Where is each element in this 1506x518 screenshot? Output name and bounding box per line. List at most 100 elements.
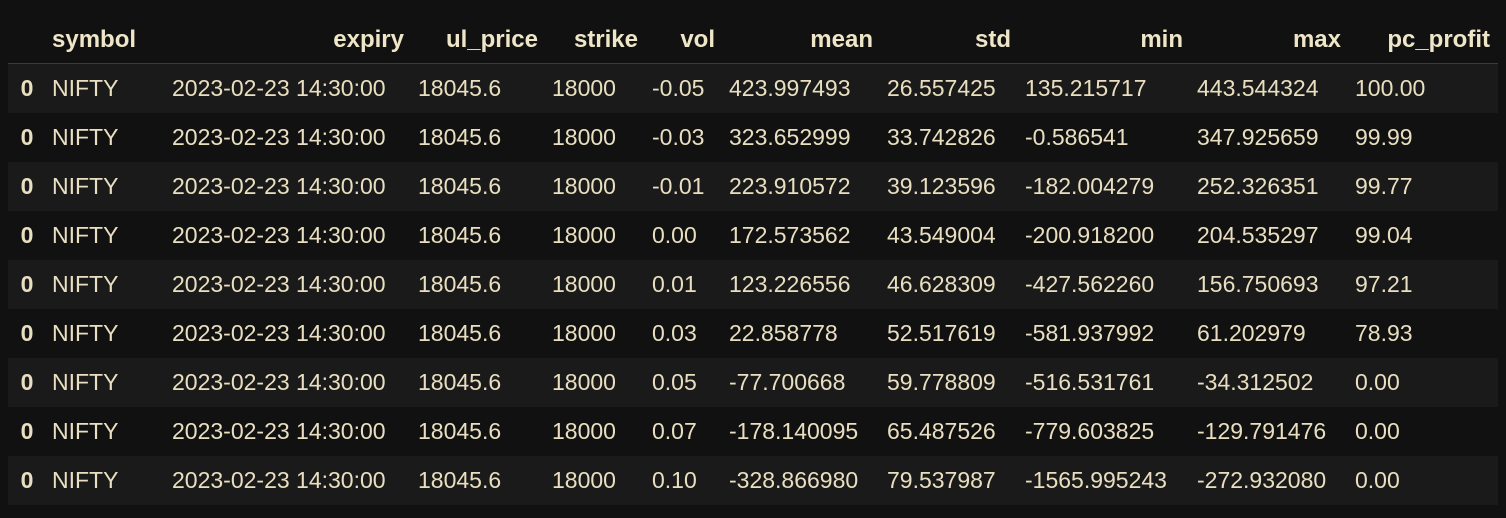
cell-max: 443.544324 (1197, 74, 1319, 101)
cell-std: 65.487526 (887, 417, 996, 444)
cell-symbol: NIFTY (52, 270, 119, 297)
row-index-cell: 0 (20, 319, 34, 346)
cell-min: -0.586541 (1025, 123, 1129, 150)
cell-ul-price: 18045.6 (418, 123, 502, 150)
cell-expiry: 2023-02-23 14:30:00 (172, 417, 386, 444)
cell-max: 61.202979 (1197, 319, 1306, 346)
cell-ul-price: 18045.6 (418, 368, 502, 395)
cell-max: -272.932080 (1197, 466, 1327, 493)
cell-vol: 0.01 (652, 270, 697, 297)
cell-expiry: 2023-02-23 14:30:00 (172, 172, 386, 199)
cell-max: -129.791476 (1197, 417, 1327, 444)
row-index-cell: 0 (20, 368, 34, 395)
cell-strike: 18000 (552, 466, 616, 493)
cell-vol: -0.05 (652, 74, 705, 101)
cell-expiry: 2023-02-23 14:30:00 (172, 74, 386, 101)
cell-pc-profit: 0.00 (1355, 417, 1400, 444)
cell-expiry: 2023-02-23 14:30:00 (172, 270, 386, 297)
cell-strike: 18000 (552, 368, 616, 395)
cell-ul-price: 18045.6 (418, 270, 502, 297)
table-row: 0 NIFTY 2023-02-23 14:30:00 18045.6 18000 -0.… (8, 63, 1498, 113)
cell-pc-profit: 78.93 (1355, 319, 1413, 346)
cell-expiry: 2023-02-23 14:30:00 (172, 221, 386, 248)
column-header-mean: mean (723, 17, 881, 64)
cell-mean: 172.573562 (729, 221, 851, 248)
cell-max: 347.925659 (1197, 123, 1319, 150)
cell-std: 26.557425 (887, 74, 996, 101)
cell-vol: 0.10 (652, 466, 697, 493)
cell-ul-price: 18045.6 (418, 172, 502, 199)
cell-pc-profit: 100.00 (1355, 74, 1426, 101)
cell-std: 43.549004 (887, 221, 996, 248)
cell-min: -581.937992 (1025, 319, 1155, 346)
cell-pc-profit: 0.00 (1355, 368, 1400, 395)
cell-min: 135.215717 (1025, 74, 1147, 101)
cell-symbol: NIFTY (52, 368, 119, 395)
row-index-cell: 0 (20, 74, 34, 101)
cell-symbol: NIFTY (52, 221, 119, 248)
column-header-expiry: expiry (166, 17, 412, 64)
cell-vol: -0.03 (652, 123, 705, 150)
column-header-ul-price: ul_price (412, 17, 546, 64)
cell-ul-price: 18045.6 (418, 417, 502, 444)
column-header-symbol: symbol (46, 17, 166, 64)
cell-strike: 18000 (552, 270, 616, 297)
column-header-std: std (881, 17, 1019, 64)
column-header-vol: vol (646, 17, 723, 64)
cell-mean: 223.910572 (729, 172, 851, 199)
cell-ul-price: 18045.6 (418, 466, 502, 493)
row-index-cell: 0 (20, 221, 34, 248)
cell-std: 59.778809 (887, 368, 996, 395)
cell-min: -427.562260 (1025, 270, 1155, 297)
index-header (8, 17, 46, 64)
cell-expiry: 2023-02-23 14:30:00 (172, 123, 386, 150)
table-row: 0 NIFTY 2023-02-23 14:30:00 18045.6 18000 0.0… (8, 210, 1498, 260)
cell-mean: 423.997493 (729, 74, 851, 101)
cell-vol: 0.07 (652, 417, 697, 444)
cell-symbol: NIFTY (52, 417, 119, 444)
cell-min: -516.531761 (1025, 368, 1155, 395)
cell-max: 204.535297 (1197, 221, 1319, 248)
table-row: 0 NIFTY 2023-02-23 14:30:00 18045.6 18000 0.0… (8, 308, 1498, 358)
cell-expiry: 2023-02-23 14:30:00 (172, 368, 386, 395)
cell-symbol: NIFTY (52, 466, 119, 493)
cell-ul-price: 18045.6 (418, 319, 502, 346)
cell-std: 52.517619 (887, 319, 996, 346)
cell-std: 46.628309 (887, 270, 996, 297)
table-row: 0 NIFTY 2023-02-23 14:30:00 18045.6 18000 -0.… (8, 161, 1498, 211)
cell-min: -779.603825 (1025, 417, 1155, 444)
cell-strike: 18000 (552, 74, 616, 101)
cell-mean: 323.652999 (729, 123, 851, 150)
cell-strike: 18000 (552, 123, 616, 150)
cell-mean: -328.866980 (729, 466, 859, 493)
cell-mean: 123.226556 (729, 270, 851, 297)
column-header-strike: strike (546, 17, 646, 64)
cell-ul-price: 18045.6 (418, 221, 502, 248)
header-row: symbol expiry ul_price strike vol mean s… (8, 17, 1498, 64)
cell-mean: -178.140095 (729, 417, 859, 444)
row-index-cell: 0 (20, 417, 34, 444)
cell-strike: 18000 (552, 319, 616, 346)
cell-ul-price: 18045.6 (418, 74, 502, 101)
cell-pc-profit: 99.99 (1355, 123, 1413, 150)
cell-std: 79.537987 (887, 466, 996, 493)
cell-std: 39.123596 (887, 172, 996, 199)
cell-pc-profit: 0.00 (1355, 466, 1400, 493)
cell-symbol: NIFTY (52, 319, 119, 346)
cell-expiry: 2023-02-23 14:30:00 (172, 319, 386, 346)
cell-strike: 18000 (552, 417, 616, 444)
row-index-cell: 0 (20, 270, 34, 297)
cell-symbol: NIFTY (52, 74, 119, 101)
cell-pc-profit: 99.77 (1355, 172, 1413, 199)
table-body: 0 NIFTY 2023-02-23 14:30:00 18045.6 18000 -0.… (8, 63, 1498, 505)
cell-expiry: 2023-02-23 14:30:00 (172, 466, 386, 493)
cell-vol: 0.00 (652, 221, 697, 248)
cell-vol: 0.03 (652, 319, 697, 346)
table-row: 0 NIFTY 2023-02-23 14:30:00 18045.6 18000 0.0… (8, 406, 1498, 456)
cell-strike: 18000 (552, 172, 616, 199)
cell-min: -182.004279 (1025, 172, 1155, 199)
row-index-cell: 0 (20, 466, 34, 493)
cell-pc-profit: 97.21 (1355, 270, 1413, 297)
cell-symbol: NIFTY (52, 123, 119, 150)
